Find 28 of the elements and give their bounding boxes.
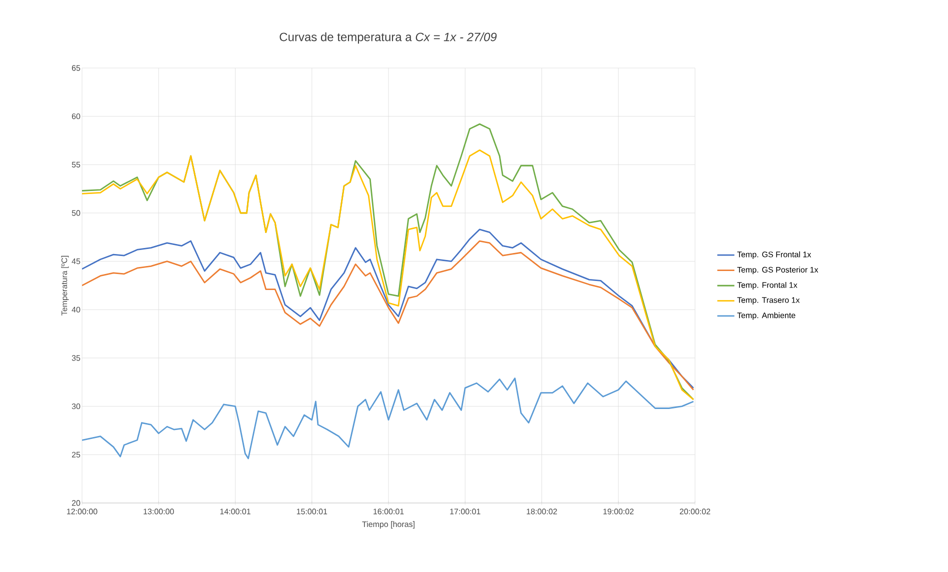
x-tick-label: 16:00:01	[374, 508, 404, 514]
y-tick-label: 20	[72, 500, 80, 506]
y-tick-label: 25	[72, 452, 80, 458]
x-tick-label: 15:00:01	[296, 508, 328, 514]
chart-title: Curvas de temperatura a Cx = 1x - 27/09	[280, 32, 497, 44]
y-tick-label: 65	[72, 65, 80, 71]
y-tick-label: 55	[72, 162, 80, 168]
x-tick-label: 13:00:00	[144, 508, 174, 514]
x-tick-label: 20:00:02	[680, 508, 710, 514]
y-tick-label: 40	[72, 306, 80, 312]
x-tick-label: 14:00:01	[220, 508, 250, 514]
x-tick-label: 12:00:00	[67, 508, 98, 514]
y-tick-label: 30	[72, 403, 80, 410]
legend-label: Temp. Trasero 1x	[737, 297, 800, 304]
y-tick-label: 45	[72, 258, 80, 264]
legend-label: Temp. Ambiente	[737, 312, 796, 320]
legend-label: Temp. GS Posterior 1x	[737, 266, 818, 274]
x-tick-label: 17:00:01	[450, 508, 480, 514]
y-tick-label: 60	[72, 113, 80, 120]
y-tick-label: 50	[72, 210, 80, 216]
y-axis-title: Temperatura [ºC]	[61, 256, 69, 316]
line-series	[82, 378, 694, 460]
y-tick-label: 35	[72, 355, 80, 361]
x-axis-title: Tiempo [horas]	[362, 521, 414, 529]
x-tick-label: 18:00:02	[526, 508, 557, 514]
legend-label: Temp. Frontal 1x	[737, 282, 798, 290]
legend-label: Temp. GS Frontal 1x	[737, 251, 812, 259]
x-tick-label: 19:00:02	[603, 508, 634, 514]
